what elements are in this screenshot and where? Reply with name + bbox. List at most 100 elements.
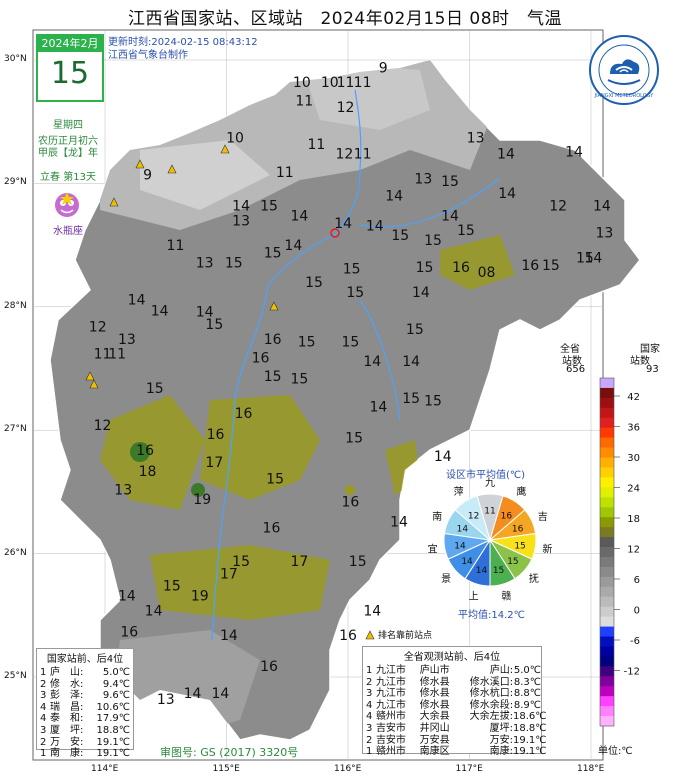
- temperature-value: 11: [167, 238, 185, 254]
- county-name: 修水县: [419, 676, 450, 688]
- temperature-value: 15: [416, 260, 434, 276]
- legend-swatch: [600, 477, 614, 488]
- latitude-label: 26°N: [4, 547, 27, 558]
- temperature-value: 14: [334, 216, 352, 232]
- temperature-value: 15: [264, 245, 282, 261]
- legend-swatch: [600, 417, 614, 429]
- hot-spot-center: [191, 483, 205, 497]
- poyang-outlet: [334, 89, 362, 236]
- temperature-value: 9: [379, 60, 388, 76]
- county-name: 修水县: [419, 699, 450, 711]
- station-temp: 8.8℃: [513, 688, 541, 700]
- pie-slice-value: 16: [512, 524, 524, 534]
- rank-number: 4: [366, 711, 373, 723]
- pie-slice-value: 11: [484, 507, 495, 517]
- rank-marker: [109, 197, 119, 207]
- temperature-value: 16: [235, 406, 253, 422]
- legend-swatch: [600, 527, 614, 538]
- rank-number: 3: [366, 688, 373, 700]
- station-name: 万安:: [489, 734, 513, 746]
- rank-marker: [89, 379, 99, 389]
- temperature-value: 19: [193, 492, 211, 508]
- rank-number: 2: [40, 736, 47, 748]
- legend-swatch: [600, 696, 614, 707]
- temperature-value: 15: [305, 275, 323, 291]
- temperature-value: 10: [226, 131, 244, 147]
- temperature-value: 11: [94, 347, 112, 363]
- legend-swatch: [600, 606, 614, 617]
- national-box-header: 国家站前、后4位: [46, 654, 124, 665]
- station-temp: 19.1℃: [513, 734, 547, 746]
- legend-swatch: [600, 706, 614, 717]
- rank-number: 3: [40, 724, 47, 736]
- temperature-value: 16: [263, 521, 281, 537]
- temperature-value: 17: [205, 455, 223, 471]
- legend-swatch: [600, 626, 614, 637]
- station-name: 修 水:: [50, 678, 84, 690]
- station-name: 修水溪口:: [469, 676, 514, 688]
- city-name: 九江市: [375, 688, 406, 700]
- station-name: 彭 泽:: [50, 690, 84, 702]
- all-rank-row: 1 赣州市 南康区 南康: 19.1℃: [363, 746, 547, 758]
- zodiac-icon: [55, 192, 79, 217]
- gan-river: [211, 284, 269, 641]
- city-name: 赣州市: [375, 746, 406, 758]
- ganzhi-year: 甲辰【龙】年: [38, 148, 98, 159]
- temperature-value: 14: [565, 144, 583, 160]
- temperature-value: 11: [337, 75, 355, 91]
- temperature-value: 14: [220, 628, 238, 644]
- station-name: 南康:: [489, 746, 513, 758]
- temperature-value: 16: [136, 443, 154, 459]
- temperature-value: 14: [145, 603, 163, 619]
- legend-tick: 12: [627, 545, 640, 556]
- pie-slice-city: 抚: [529, 573, 539, 585]
- temperature-value: 13: [118, 332, 136, 348]
- temperature-value: 15: [391, 228, 409, 244]
- station-name: 厦 坪:: [50, 724, 84, 736]
- temperature-value: 11: [354, 75, 372, 91]
- rank-number: 3: [40, 690, 47, 702]
- temperature-value: 15: [349, 554, 367, 570]
- legend-swatch: [600, 407, 614, 419]
- temperature-value: 14: [385, 189, 403, 205]
- temperature-value: 17: [220, 566, 238, 582]
- legend-tick: 24: [627, 484, 640, 495]
- station-temp: 19.1℃: [96, 748, 131, 760]
- temperature-value: 14: [118, 588, 136, 604]
- temperature-value: 17: [290, 554, 308, 570]
- rank-number: 1: [366, 665, 373, 676]
- temperature-value: 15: [542, 258, 560, 274]
- temperature-value: 16: [260, 659, 278, 675]
- legend-tick: 18: [627, 514, 640, 525]
- zodiac-name: 水瓶座: [53, 226, 83, 237]
- temperature-value: 14: [284, 238, 302, 254]
- temperature-value: 16: [120, 624, 138, 640]
- rank-marker: [167, 164, 177, 174]
- temperature-value: 14: [290, 208, 308, 224]
- update-maker: 江西省气象台制作: [108, 50, 188, 61]
- legend-swatch: [600, 586, 614, 598]
- temperature-value: 11: [108, 347, 126, 363]
- legend-national-stations: 站数: [630, 356, 650, 367]
- temperature-value: 18: [139, 464, 157, 480]
- temperature-value: 16: [264, 332, 282, 348]
- city-name: 赣州市: [375, 711, 406, 723]
- hot-spot-west: [130, 442, 150, 462]
- city-name: 九江市: [375, 699, 406, 711]
- pie-slice-city: 宜: [428, 542, 438, 555]
- temperature-value: 14: [184, 686, 202, 702]
- warm-zone-yingtan: [440, 235, 515, 290]
- station-temp: 8.3℃: [513, 676, 541, 688]
- station-markers: [85, 144, 375, 640]
- latitude-label: 29°N: [4, 177, 27, 188]
- station-name: 庐 山:: [50, 667, 84, 678]
- legend-swatch: [600, 666, 614, 677]
- rank-marker: [269, 301, 279, 311]
- legend-swatch: [600, 646, 614, 657]
